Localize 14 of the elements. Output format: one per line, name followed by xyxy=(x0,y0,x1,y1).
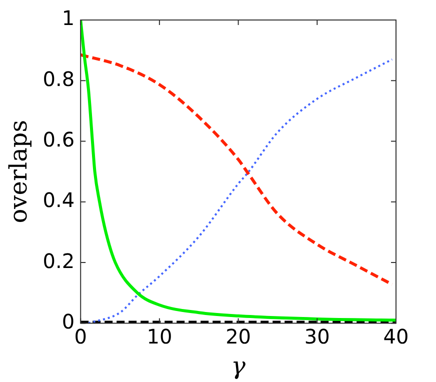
y-tick-label: 0 xyxy=(62,309,75,334)
y-tick-label: 0.2 xyxy=(42,248,75,273)
y-tick-label: 1 xyxy=(62,6,75,30)
x-tick-label: 40 xyxy=(383,324,409,348)
y-axis-title: overlaps xyxy=(4,120,33,224)
x-tick-label: 10 xyxy=(146,324,172,348)
y-tick-label: 0.6 xyxy=(42,127,75,152)
line-series xyxy=(87,58,394,324)
y-tick-label: 0.8 xyxy=(42,66,75,91)
line-series xyxy=(80,20,396,322)
x-axis-title: γ xyxy=(231,352,246,380)
x-tick-label: 20 xyxy=(226,324,252,348)
x-tick-label: 30 xyxy=(304,324,330,348)
y-tick-label: 0.4 xyxy=(42,188,75,212)
